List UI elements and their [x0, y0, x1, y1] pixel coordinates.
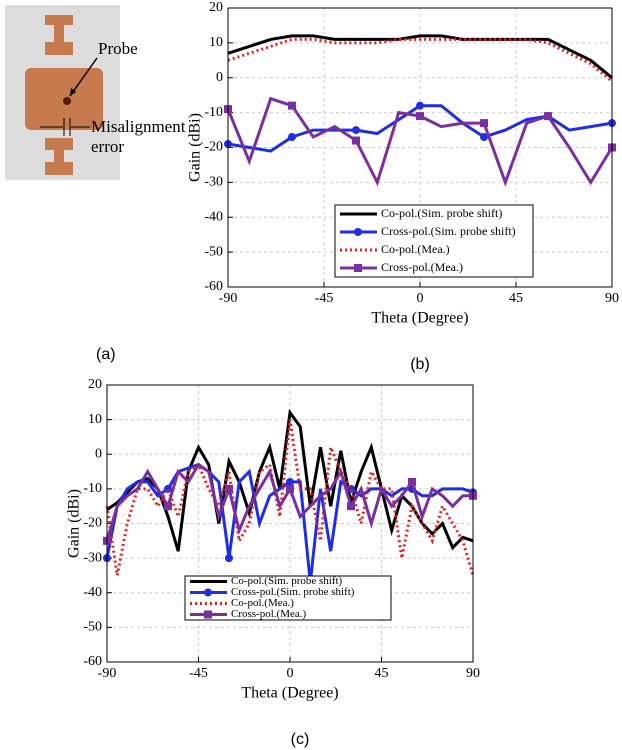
annotation: Probe [98, 39, 138, 58]
panel-label: (a) [96, 346, 116, 363]
marker [408, 477, 416, 486]
x-tick-label: 90 [466, 666, 480, 681]
y-tick-label: -30 [204, 175, 223, 190]
y-tick-label: 20 [88, 377, 102, 392]
plot-frame [106, 384, 474, 663]
x-tick-label: 90 [605, 291, 619, 306]
x-tick-label: 0 [417, 291, 424, 306]
panel-label: (b) [410, 356, 430, 373]
legend-marker [354, 228, 362, 236]
annotation: Misalignment [91, 117, 186, 136]
legend-label: Co-pol.(Sim. probe shift) [231, 575, 343, 587]
legend [334, 204, 534, 278]
legend-marker [354, 264, 362, 272]
legend-label: Co-pol.(Sim. probe shift) [381, 206, 502, 220]
legend-label: Cross-pol.(Mea.) [231, 608, 306, 620]
marker [416, 112, 424, 121]
y-tick-label: 0 [95, 446, 102, 461]
series-line [227, 34, 613, 79]
y-tick-label: -30 [83, 550, 102, 565]
x-tick-label: -45 [189, 666, 208, 681]
marker [480, 119, 488, 128]
x-axis-label: Theta (Degree) [371, 310, 468, 327]
marker [286, 477, 294, 486]
x-axis-label: Theta (Degree) [241, 685, 338, 702]
marker [225, 484, 233, 493]
y-tick-label: -20 [204, 140, 223, 155]
marker [164, 502, 172, 511]
series-line [227, 37, 613, 83]
panel-label: (c) [291, 731, 310, 748]
photo [5, 5, 120, 180]
x-tick-label: -45 [315, 291, 334, 306]
y-tick-label: 10 [88, 412, 102, 427]
x-tick-label: -90 [219, 291, 238, 306]
y-tick-label: -40 [83, 585, 102, 600]
legend-label: Co-pol.(Mea.) [381, 242, 450, 256]
marker [288, 133, 296, 142]
annotation: error [91, 137, 124, 156]
x-tick-label: 45 [509, 291, 523, 306]
y-tick-label: -10 [83, 481, 102, 496]
legend-marker [204, 588, 212, 597]
y-tick-label: -60 [204, 279, 223, 294]
marker [480, 133, 488, 142]
y-tick-label: -20 [83, 516, 102, 531]
legend-label: Cross-pol.(Sim. probe shift) [231, 586, 355, 598]
y-tick-label: 0 [216, 70, 223, 85]
y-tick-label: -40 [204, 209, 223, 224]
plot-frame [227, 7, 613, 288]
marker [352, 136, 360, 145]
legend [184, 575, 392, 621]
y-axis-label: Gain (dBi) [187, 113, 204, 182]
y-tick-label: -50 [83, 620, 102, 635]
y-tick-label: 20 [209, 0, 223, 15]
y-tick-label: 10 [209, 35, 223, 50]
marker [288, 101, 296, 110]
y-tick-label: -60 [83, 654, 102, 669]
marker [416, 101, 424, 110]
legend-label: Cross-pol.(Sim. probe shift) [381, 224, 516, 238]
legend-marker [204, 610, 212, 619]
marker [352, 126, 360, 135]
y-axis-label: Gain (dBi) [66, 489, 83, 558]
x-tick-label: 0 [287, 666, 294, 681]
y-tick-label: -50 [204, 244, 223, 259]
marker [286, 484, 294, 493]
x-tick-label: 45 [375, 666, 389, 681]
legend-label: Co-pol.(Mea.) [231, 597, 294, 609]
marker [347, 502, 355, 511]
marker [544, 112, 552, 121]
y-tick-label: -10 [204, 105, 223, 120]
x-tick-label: -90 [98, 666, 117, 681]
marker [225, 554, 233, 563]
series-line [105, 419, 475, 576]
legend-label: Cross-pol.(Mea.) [381, 260, 463, 274]
